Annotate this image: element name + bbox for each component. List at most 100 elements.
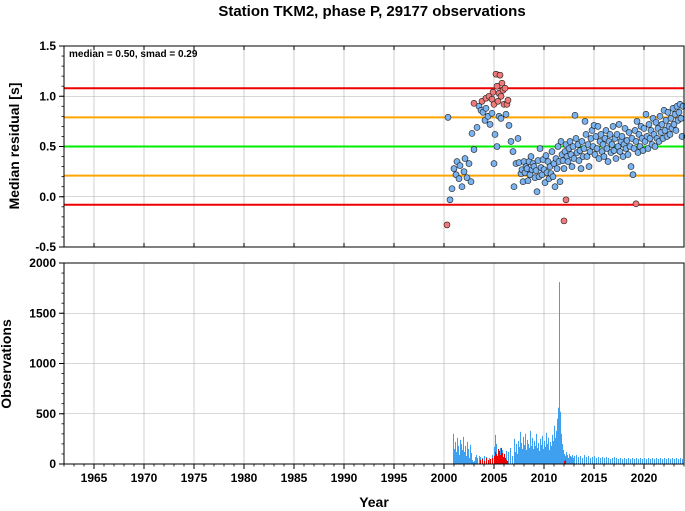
residual-point	[536, 145, 544, 152]
observations-bar	[564, 453, 565, 464]
observations-bar	[561, 433, 562, 464]
residual-point	[524, 177, 532, 184]
residual-point	[456, 162, 464, 169]
observations-bar	[517, 453, 518, 464]
observations-bar	[472, 459, 473, 464]
observations-bar	[650, 458, 651, 464]
observations-bar	[471, 452, 472, 464]
residual-point	[666, 131, 674, 138]
residual-point	[608, 141, 616, 148]
residual-point	[664, 109, 672, 116]
observations-bar	[543, 448, 544, 464]
observations-bar	[547, 443, 548, 464]
residual-reference-lines	[64, 87, 684, 206]
residual-y-axis-title: Median residual [s]	[6, 83, 22, 210]
observations-bar	[614, 456, 615, 464]
observations-bar	[662, 458, 663, 464]
residual-x-ticks	[93, 46, 645, 247]
observations-bar	[523, 436, 524, 464]
residual-point	[455, 175, 463, 182]
observations-bar	[453, 433, 454, 464]
observations-bar	[550, 441, 551, 464]
residual-point	[502, 111, 510, 118]
observations-bar	[556, 430, 557, 464]
residual-point	[542, 152, 550, 159]
observations-bar	[496, 453, 497, 464]
observations-bar	[553, 440, 554, 464]
residual-point	[490, 160, 498, 167]
residual-point	[458, 183, 466, 190]
observations-bar	[567, 454, 568, 464]
residual-point	[677, 115, 685, 122]
residual-point	[493, 143, 501, 150]
residual-point	[450, 165, 458, 172]
observations-bar	[626, 458, 627, 464]
observations-bar	[573, 457, 574, 464]
observations-bar	[492, 457, 493, 464]
residual-point	[488, 110, 496, 117]
observations-bar	[533, 448, 534, 464]
observations-bar	[624, 457, 625, 464]
residual-point	[463, 174, 471, 181]
residual-point	[568, 163, 576, 170]
observations-bars	[453, 282, 683, 464]
observations-bar	[476, 454, 477, 464]
observations-x-tick-label: 2020	[631, 471, 658, 485]
observations-x-tick-label: 1965	[81, 471, 108, 485]
residual-point	[473, 124, 481, 131]
observations-bar	[498, 448, 499, 464]
residual-point	[533, 188, 541, 196]
residual-point	[560, 165, 568, 172]
residual-point	[444, 114, 452, 121]
residual-point	[582, 131, 590, 138]
residual-point	[602, 127, 610, 134]
residual-point	[504, 96, 512, 104]
observations-bar	[551, 445, 552, 464]
observations-bar	[455, 441, 456, 464]
residual-point	[549, 173, 557, 180]
observations-bar	[535, 445, 536, 464]
observations-bar	[489, 457, 490, 464]
residual-point	[609, 123, 617, 130]
observations-bar	[570, 455, 571, 464]
residual-point	[580, 145, 588, 152]
observations-bar	[666, 458, 667, 464]
observations-bar	[544, 440, 545, 464]
observations-bar	[537, 447, 538, 464]
residual-point	[532, 167, 540, 174]
residual-point	[618, 133, 626, 140]
residual-point	[553, 165, 561, 172]
observations-bar	[486, 457, 487, 464]
residual-point	[509, 148, 517, 155]
residual-point	[627, 163, 635, 170]
observations-bar	[470, 444, 471, 464]
observations-bar	[463, 436, 464, 464]
residual-point	[572, 135, 580, 142]
observations-bar	[541, 444, 542, 464]
residual-point	[461, 155, 469, 162]
residual-point	[448, 185, 456, 193]
residual-point	[652, 119, 660, 126]
residual-point	[581, 118, 589, 125]
observations-bar	[569, 453, 570, 464]
observations-panel: 1965 1970 1975 1980 1985 1990 1995 2000 2005 2010…	[0, 256, 685, 510]
observations-bar	[563, 449, 564, 464]
residual-point	[491, 131, 499, 138]
observations-bar	[565, 459, 566, 464]
residual-point	[672, 127, 680, 134]
observations-bar	[618, 458, 619, 464]
observations-bar	[531, 445, 532, 464]
observations-bar	[636, 457, 637, 464]
residual-panel: -0.5 0.0 0.5 1.0 1.5 Station TKM2, phase P, …	[6, 3, 685, 254]
observations-bar	[568, 457, 569, 464]
observations-bar	[555, 437, 556, 464]
observations-bar	[522, 448, 523, 464]
observations-bar	[558, 407, 559, 464]
observations-y-tick-label: 1500	[29, 306, 56, 320]
observations-bar	[475, 456, 476, 464]
residual-point	[583, 153, 591, 160]
residual-point	[493, 82, 501, 90]
residual-point	[562, 196, 570, 204]
